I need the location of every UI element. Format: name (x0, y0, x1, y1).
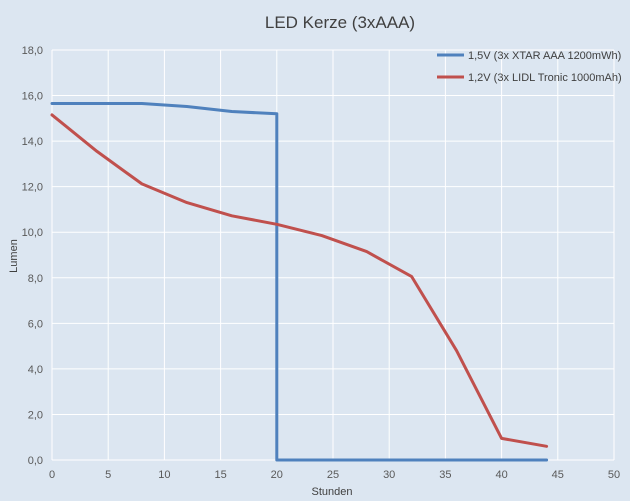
y-tick-label: 4,0 (28, 364, 43, 376)
x-tick-label: 15 (214, 469, 226, 481)
chart-title: LED Kerze (3xAAA) (265, 13, 415, 32)
y-axis: 0,0 2,0 4,0 6,0 8,0 10,0 12,0 14,0 16,0 18,0 (22, 45, 43, 467)
y-tick-label: 6,0 (28, 318, 43, 330)
legend-label-2: 1,2V (3x LIDL Tronic 1000mAh) (468, 72, 622, 84)
x-tick-label: 20 (271, 469, 283, 481)
y-tick-label: 12,0 (22, 182, 43, 194)
y-tick-label: 0,0 (28, 455, 43, 467)
x-tick-label: 10 (158, 469, 170, 481)
y-tick-label: 14,0 (22, 136, 43, 148)
x-tick-label: 50 (608, 469, 620, 481)
x-tick-label: 0 (49, 469, 55, 481)
x-tick-label: 25 (327, 469, 339, 481)
x-tick-label: 45 (552, 469, 564, 481)
series-line-1 (50, 102, 549, 462)
x-tick-label: 5 (105, 469, 111, 481)
legend-label-1: 1,5V (3x XTAR AAA 1200mWh) (468, 50, 621, 62)
x-axis-title: Stunden (312, 486, 353, 498)
y-tick-label: 2,0 (28, 409, 43, 421)
y-tick-label: 10,0 (22, 227, 43, 239)
series-line-2 (50, 113, 549, 448)
grid (51, 49, 615, 461)
y-axis-title: Lumen (8, 239, 20, 273)
x-tick-label: 35 (439, 469, 451, 481)
y-tick-label: 16,0 (22, 91, 43, 103)
x-tick-label: 40 (495, 469, 507, 481)
x-tick-label: 30 (383, 469, 395, 481)
y-tick-label: 18,0 (22, 45, 43, 57)
series-group (50, 102, 549, 462)
x-axis: 0 5 10 15 20 25 30 35 40 45 50 (49, 469, 620, 481)
legend: 1,5V (3x XTAR AAA 1200mWh) 1,2V (3x LIDL … (437, 50, 622, 84)
y-tick-label: 8,0 (28, 273, 43, 285)
